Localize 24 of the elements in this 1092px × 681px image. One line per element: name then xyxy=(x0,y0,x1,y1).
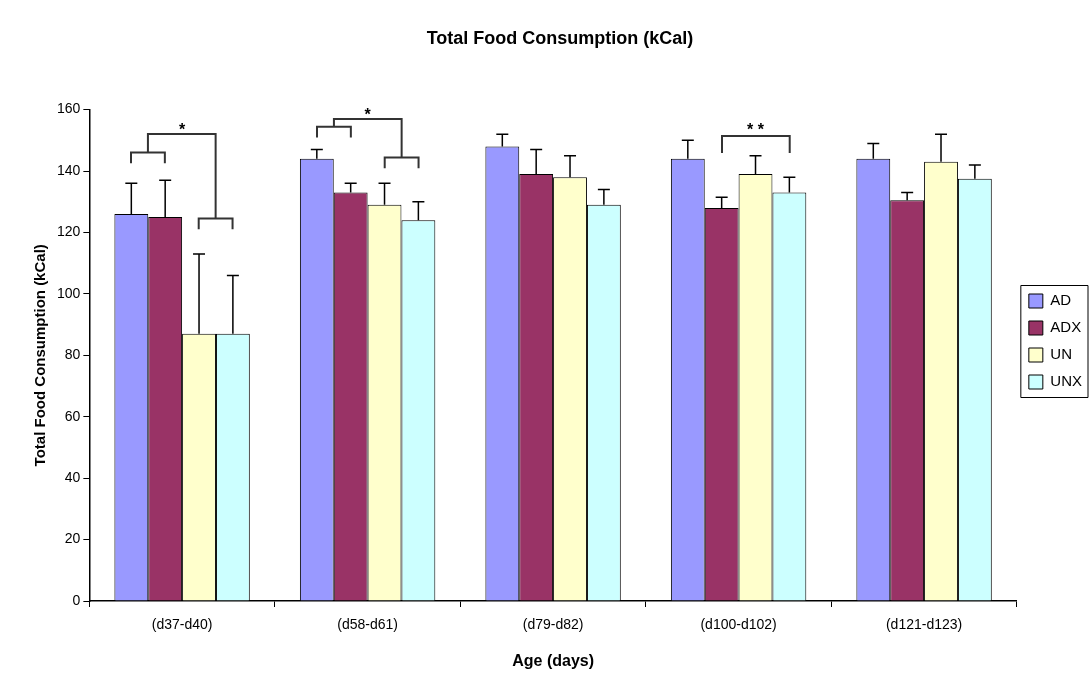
x-tick-label: (d58-d61) xyxy=(337,616,398,633)
chart-title: Total Food Consumption (kCal) xyxy=(426,27,694,48)
y-axis-title: Total Food Consumption (kCal) xyxy=(31,244,49,467)
y-tick-label: 40 xyxy=(64,469,81,486)
x-tick-label: (d100-d102) xyxy=(700,616,777,633)
annotation: * * xyxy=(747,121,765,139)
x-tick-label: (d37-d40) xyxy=(151,616,213,633)
annotation: * xyxy=(178,121,186,139)
y-tick-label: 60 xyxy=(64,407,81,424)
x-tick-label: (d79-d82) xyxy=(522,616,584,633)
y-tick-label: 0 xyxy=(72,591,81,608)
legend-label: UNX xyxy=(1050,372,1082,390)
legend-label: ADX xyxy=(1050,318,1082,336)
annotation: * xyxy=(364,106,372,124)
y-tick-label: 120 xyxy=(57,223,81,240)
y-tick-label: 20 xyxy=(64,530,81,547)
legend-label: AD xyxy=(1050,291,1072,309)
y-tick-label: 140 xyxy=(57,161,81,178)
x-tick-label: (d121-d123) xyxy=(885,616,963,633)
y-tick-label: 100 xyxy=(57,284,81,301)
y-tick-label: 160 xyxy=(57,100,81,117)
x-axis-title: Age (days) xyxy=(512,651,594,669)
y-tick-label: 80 xyxy=(64,346,81,363)
legend-label: UN xyxy=(1050,345,1072,363)
